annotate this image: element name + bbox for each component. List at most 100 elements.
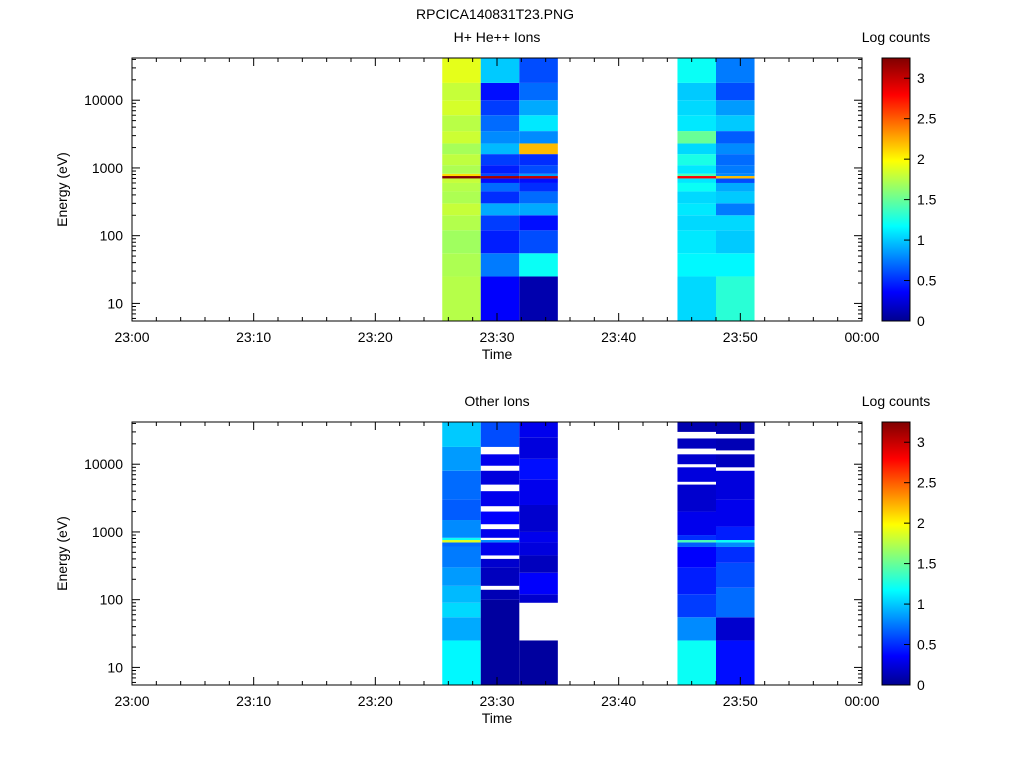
spectrogram-cell <box>716 546 755 563</box>
spectrogram-cell <box>480 558 520 568</box>
spectrogram-cell <box>480 589 520 600</box>
spectrogram-cell <box>677 143 716 155</box>
spectrogram-cell <box>442 276 481 321</box>
spectrogram-cell <box>480 422 520 447</box>
spectrogram-cell <box>716 82 755 101</box>
page-title: RPCICA140831T23.PNG <box>416 6 574 22</box>
x-tick-label: 23:00 <box>114 693 149 709</box>
y-tick-label: 10000 <box>84 456 123 472</box>
spectrogram-cell <box>442 82 481 101</box>
spectrogram-cell <box>480 230 520 254</box>
spectrogram-cell <box>519 100 558 116</box>
spectrogram-cell <box>716 540 755 543</box>
spectrogram-cell <box>480 276 520 321</box>
spectrogram-cell <box>716 438 755 451</box>
spectrogram-cell <box>442 176 481 179</box>
spectrogram-cell <box>716 115 755 132</box>
spectrogram-cell <box>519 253 558 277</box>
spectrogram-cell <box>442 173 481 177</box>
spectrogram-cell <box>716 542 755 547</box>
spectrogram-cell <box>442 115 481 132</box>
colorbar-title: Log counts <box>862 29 931 45</box>
spectrogram-cell <box>519 531 558 543</box>
spectrogram-cell <box>519 504 558 532</box>
spectrogram-cell <box>480 115 520 132</box>
x-tick-label: 23:20 <box>358 329 393 345</box>
x-tick-label: 23:40 <box>601 693 636 709</box>
spectrogram-cell <box>677 542 716 547</box>
spectrogram-cell <box>480 215 520 231</box>
panel-title: Other Ions <box>464 393 529 409</box>
spectrogram-cell <box>519 203 558 216</box>
spectrogram-cell <box>442 602 481 618</box>
spectrogram-cell <box>716 617 755 641</box>
spectrogram-cell <box>442 422 481 447</box>
x-tick-label: 23:10 <box>236 693 271 709</box>
spectrogram-cell <box>677 100 716 116</box>
colorbar-tick-label: 1.5 <box>917 556 937 572</box>
panel-other-ions: Other Ions 23:00 23:10 23:20 23:30 23:40 23:50… <box>54 393 937 726</box>
spectrogram-cell <box>519 437 558 459</box>
spectrogram-cell <box>519 230 558 254</box>
x-tick-label: 23:30 <box>479 693 514 709</box>
x-tick-label: 23:50 <box>723 329 758 345</box>
spectrogram-cell <box>519 191 558 204</box>
spectrogram-cell <box>519 458 558 480</box>
colorbar-title: Log counts <box>862 393 931 409</box>
spectrogram-cell <box>677 540 716 543</box>
spectrogram-cell <box>442 143 481 155</box>
spectrogram-cell <box>677 438 716 449</box>
colorbar <box>881 57 911 322</box>
spectrogram-cell <box>480 182 520 192</box>
spectrogram-cell <box>716 178 755 183</box>
spectrogram-cell <box>716 470 755 500</box>
spectrogram-cell <box>716 58 755 83</box>
colorbar-tick-label: 0 <box>917 677 925 693</box>
x-tick-label: 23:10 <box>236 329 271 345</box>
spectrogram-cell <box>677 178 716 183</box>
spectrogram-cell <box>480 176 520 179</box>
spectrogram-cell <box>519 131 558 144</box>
spectrogram-cell <box>677 640 716 685</box>
spectrogram-cell <box>519 154 558 166</box>
spectrogram-cell <box>480 82 520 101</box>
x-tick-label: 00:00 <box>844 329 879 345</box>
colorbar-tick-label: 1 <box>917 232 925 248</box>
spectrogram-cell <box>442 58 481 83</box>
spectrogram-cell <box>677 154 716 166</box>
spectrogram-cell <box>519 182 558 192</box>
spectrogram-cell <box>442 546 481 568</box>
spectrogram-cell <box>677 535 716 541</box>
spectrogram-cell <box>677 467 716 482</box>
spectrogram-cell <box>716 176 755 179</box>
spectrogram-cell <box>716 526 755 541</box>
spectrogram-cell <box>677 215 716 231</box>
spectrogram-cell <box>480 178 520 183</box>
spectrogram-cell <box>480 143 520 155</box>
colorbar-tick-label: 0.5 <box>917 637 937 653</box>
spectrogram-cell <box>519 594 558 603</box>
spectrogram-cell <box>442 446 481 471</box>
spectrogram-cell <box>480 191 520 204</box>
colorbar <box>881 421 911 686</box>
spectrogram-cell <box>677 191 716 204</box>
spectrogram-cell <box>716 640 755 685</box>
spectrogram-cell <box>442 178 481 183</box>
y-tick-label: 10 <box>107 295 123 311</box>
x-tick-label: 23:00 <box>114 329 149 345</box>
spectrogram-cell <box>442 520 481 538</box>
spectrogram-cell <box>442 540 481 543</box>
spectrogram-cell <box>442 617 481 641</box>
colorbar-tick-label: 1.5 <box>917 192 937 208</box>
spectrogram-cell <box>442 253 481 277</box>
colorbar-tick-label: 2.5 <box>917 111 937 127</box>
spectrogram-cell <box>677 511 716 536</box>
y-tick-label: 1000 <box>92 524 123 540</box>
spectrogram-cell <box>677 82 716 101</box>
spectrogram-cell <box>519 178 558 183</box>
panel-title: H+ He++ Ions <box>454 29 541 45</box>
spectrogram-cell <box>716 154 755 166</box>
spectrogram-cell <box>442 182 481 192</box>
spectrogram-cell <box>519 276 558 321</box>
